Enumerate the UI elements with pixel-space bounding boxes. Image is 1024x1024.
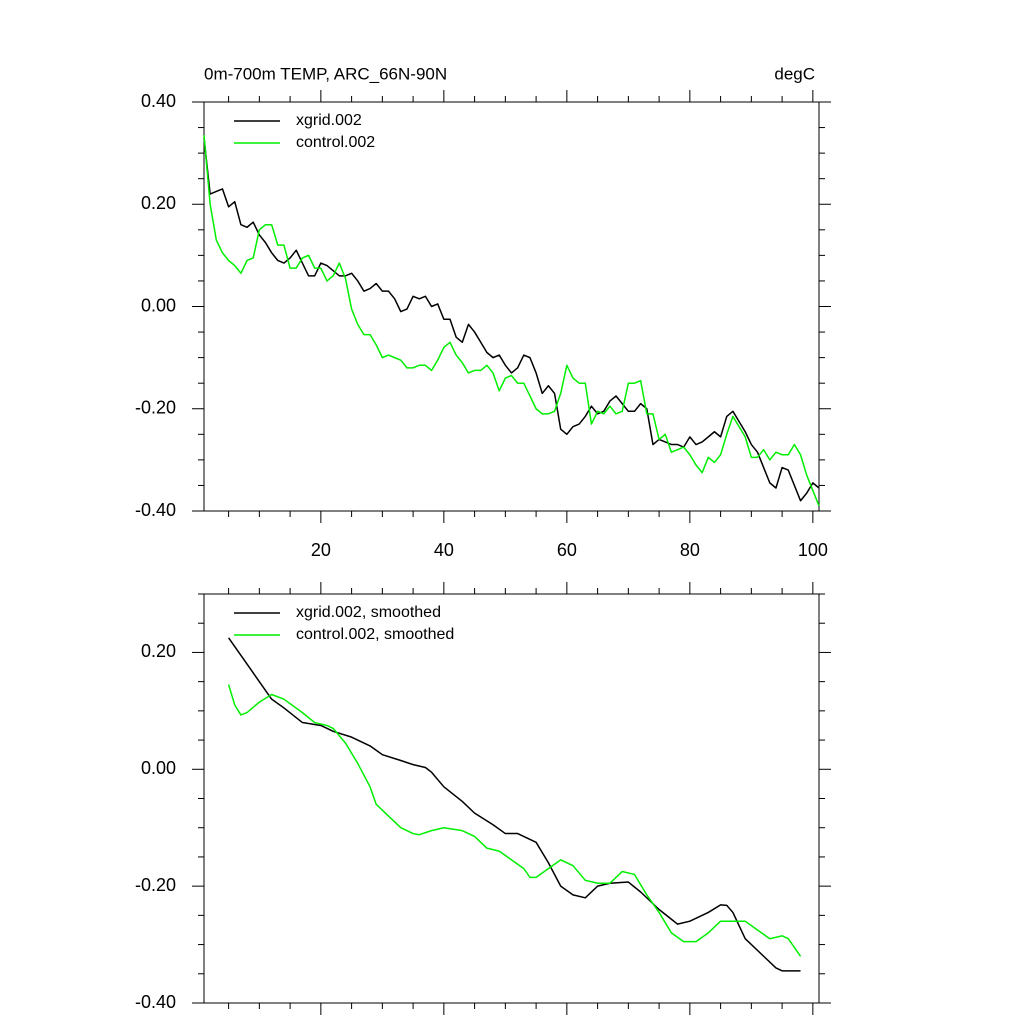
plot-frame <box>203 593 820 1004</box>
legend-label: xgrid.002, smoothed <box>296 604 441 621</box>
chart-title: 0m-700m TEMP, ARC_66N-90N <box>204 64 447 83</box>
y-tick-label: -0.40 <box>135 500 176 520</box>
y-tick-label: 0.20 <box>141 193 176 213</box>
y-tick-label: -0.20 <box>135 875 176 895</box>
units-label: degC <box>774 64 815 83</box>
x-tick-label: 60 <box>557 540 577 560</box>
x-tick-label: 20 <box>311 540 331 560</box>
y-tick-label: -0.40 <box>135 992 176 1012</box>
legend-label: control.002 <box>296 134 375 151</box>
series-line <box>227 637 801 972</box>
y-tick-label: -0.20 <box>135 398 176 418</box>
y-tick-label: 0.20 <box>141 641 176 661</box>
plot-frame <box>203 101 820 512</box>
y-tick-label: 0.40 <box>141 91 176 111</box>
x-tick-label: 100 <box>798 540 828 560</box>
y-tick-label: 0.00 <box>141 758 176 778</box>
y-tick-label: 0.00 <box>141 295 176 315</box>
legend-label: control.002, smoothed <box>296 626 454 643</box>
x-tick-label: 80 <box>680 540 700 560</box>
series-line <box>203 135 820 507</box>
series-line <box>227 684 802 957</box>
legend-label: xgrid.002 <box>296 112 362 129</box>
x-tick-label: 40 <box>434 540 454 560</box>
series-line <box>203 137 820 502</box>
